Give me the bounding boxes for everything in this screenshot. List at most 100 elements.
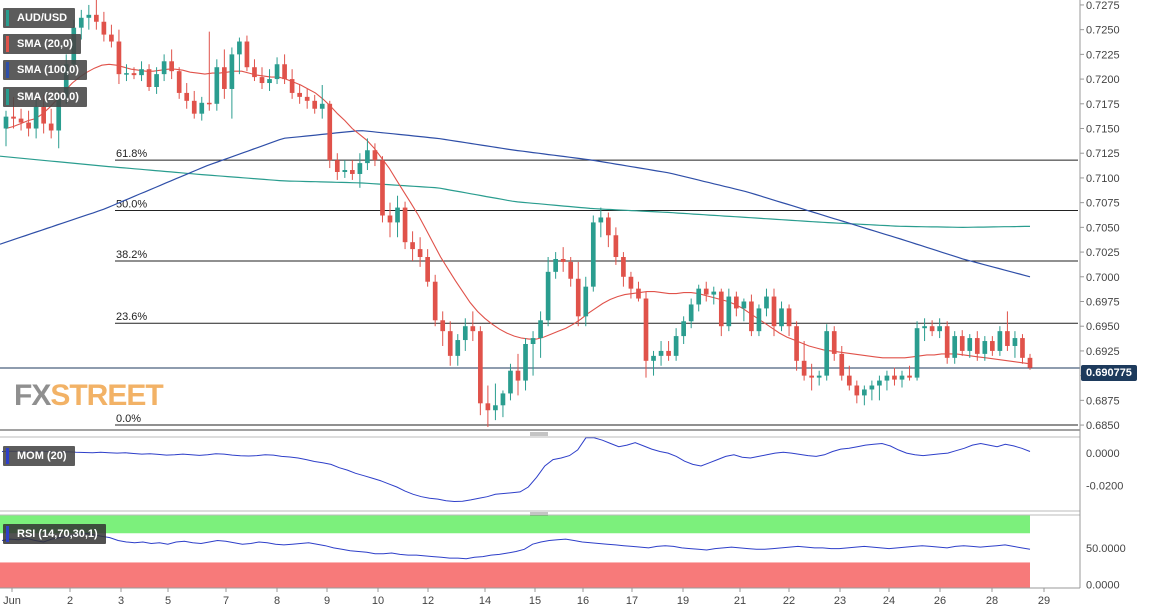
indicator-panels — [0, 437, 1031, 588]
x-tick-label: 24 — [883, 595, 895, 607]
candle-body — [515, 370, 521, 381]
candle-body — [274, 64, 280, 80]
momentum-tick-label: 0.0000 — [1086, 448, 1120, 460]
y-tick-label: 0.6925 — [1086, 346, 1120, 358]
candle-body — [357, 163, 363, 174]
candle-body — [590, 222, 596, 287]
legend-symbol[interactable]: AUD/USD — [3, 8, 76, 28]
y-tick-label: 0.7075 — [1086, 198, 1120, 210]
y-tick-label: 0.6875 — [1086, 395, 1120, 407]
legend-sma100[interactable]: SMA (100,0) — [3, 60, 87, 80]
x-tick-label: 28 — [986, 595, 998, 607]
candle-body — [176, 71, 182, 93]
legend-sma200[interactable]: SMA (200,0) — [3, 87, 87, 107]
x-tick-label: 12 — [422, 595, 434, 607]
candle-body — [568, 261, 574, 279]
axes: 0.7275 0.7250 0.7225 0.7200 0.7175 0.7150 0.71… — [0, 0, 1126, 607]
candle-body — [169, 61, 174, 72]
candle-body — [651, 355, 656, 361]
candle-body — [327, 103, 333, 161]
candle-body — [869, 385, 875, 390]
y-tick-label: 0.7175 — [1086, 99, 1120, 111]
candle-body — [259, 77, 265, 84]
candle-body — [191, 100, 197, 114]
legend-swatch — [6, 62, 9, 78]
candle-body — [764, 296, 769, 309]
candle-body — [116, 41, 122, 75]
candle-body — [417, 249, 423, 258]
candle-body — [997, 331, 1003, 351]
candle-body — [154, 74, 159, 87]
candle-body — [741, 301, 747, 309]
candle-body — [41, 106, 46, 124]
candle-body — [711, 291, 717, 295]
candle-body — [425, 257, 430, 282]
candle-body — [297, 92, 302, 97]
logo-part-fx: FX — [14, 379, 51, 412]
candle-body — [282, 64, 287, 80]
candle-body — [974, 338, 980, 354]
candle-body — [455, 340, 461, 356]
candle-body — [786, 308, 792, 327]
candle-body — [350, 170, 355, 174]
fibonacci-label: 38.2% — [116, 249, 147, 261]
candle-body — [575, 278, 581, 317]
candle-body — [470, 326, 476, 332]
candle-body — [18, 118, 24, 123]
y-tick-label: 0.6950 — [1086, 321, 1120, 333]
candle-body — [892, 375, 897, 380]
candle-body — [1020, 338, 1025, 358]
candle-body — [937, 326, 942, 332]
x-tick-label: 21 — [734, 595, 746, 607]
legend-sma200-label: SMA (200,0) — [17, 91, 79, 103]
current-price-label: 0.690775 — [1081, 365, 1137, 381]
candle-body — [944, 326, 950, 358]
x-tick-label: 2 — [67, 595, 73, 607]
candle-body — [244, 41, 250, 68]
rsi-line — [1, 532, 1031, 560]
candle-body — [779, 308, 784, 327]
candle-body — [681, 321, 686, 337]
legend-momentum[interactable]: MOM (20) — [3, 446, 75, 466]
candle-body — [387, 215, 393, 223]
candle-body — [801, 360, 807, 376]
candle-body — [899, 375, 905, 380]
candle-body — [365, 150, 370, 164]
candle-body — [553, 258, 558, 272]
x-tick-label: 7 — [223, 595, 229, 607]
legend-swatch — [6, 10, 9, 26]
candle-body — [877, 380, 882, 386]
x-tick-label: 22 — [783, 595, 795, 607]
y-tick-label: 0.7025 — [1086, 247, 1120, 259]
candle-body — [94, 14, 99, 22]
legend-rsi[interactable]: RSI (14,70,30,1) — [3, 524, 106, 544]
sma200-line — [0, 155, 1030, 229]
candle-body — [734, 296, 739, 309]
x-tick-label: Jun — [3, 595, 21, 607]
legend-sma20[interactable]: SMA (20,0) — [3, 34, 81, 54]
candle-body — [101, 21, 107, 35]
candle-body — [628, 276, 634, 289]
candle-body — [124, 73, 129, 75]
y-tick-label: 0.7100 — [1086, 173, 1120, 185]
x-tick-label: 26 — [934, 595, 946, 607]
candle-body — [884, 375, 890, 381]
candle-body — [493, 405, 498, 411]
candle-body — [131, 73, 137, 76]
candle-body — [703, 288, 709, 295]
candle-body — [643, 298, 649, 361]
y-tick-label: 0.6975 — [1086, 296, 1120, 308]
candle-body — [402, 207, 408, 243]
candle-body — [922, 326, 927, 329]
candle-body — [26, 122, 31, 129]
fibonacci-label: 0.0% — [116, 413, 141, 425]
candle-body — [907, 375, 912, 378]
candle-body — [854, 385, 860, 396]
candle-body — [237, 41, 242, 55]
rsi-tick-label: 0.0000 — [1086, 579, 1120, 591]
candle-body — [1012, 338, 1018, 346]
candle-body — [613, 235, 619, 258]
candle-body — [726, 296, 732, 327]
candle-body — [462, 326, 468, 341]
candlesticks — [3, 0, 1033, 428]
